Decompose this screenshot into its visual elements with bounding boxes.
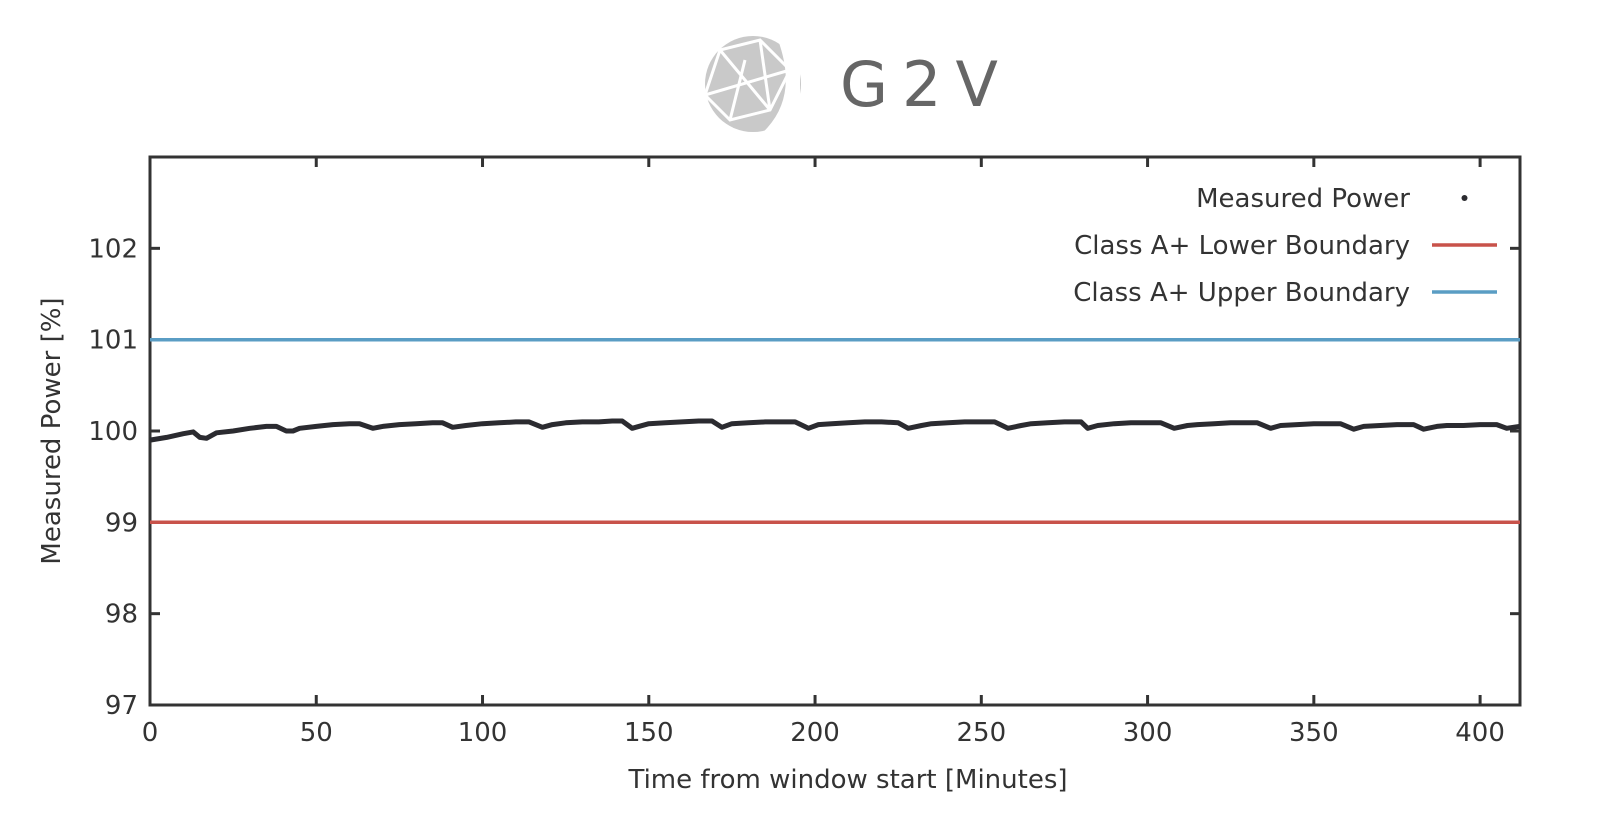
- x-axis-title: Time from window start [Minutes]: [627, 765, 1067, 795]
- x-axis: 0 50 100 150 200 250 300 350 400: [142, 157, 1505, 748]
- x-tick-label: 50: [300, 718, 333, 748]
- logo-sphere-icon: [703, 36, 801, 135]
- legend-label: Class A+ Upper Boundary: [1073, 278, 1410, 308]
- legend: Measured Power Class A+ Lower Boundary Cla…: [1073, 184, 1497, 308]
- y-axis-title: Measured Power [%]: [37, 297, 67, 564]
- x-tick-label: 400: [1455, 718, 1505, 748]
- x-tick-label: 350: [1289, 718, 1339, 748]
- x-tick-label: 300: [1123, 718, 1173, 748]
- y-tick-label: 97: [105, 691, 138, 721]
- x-tick-label: 100: [458, 718, 508, 748]
- y-tick-label: 99: [105, 508, 138, 538]
- x-tick-label: 150: [624, 718, 674, 748]
- legend-label: Class A+ Lower Boundary: [1074, 231, 1410, 261]
- y-axis: 97 98 99 100 101 102: [88, 234, 1520, 721]
- legend-label: Measured Power: [1196, 184, 1410, 214]
- logo: G2V: [703, 36, 1012, 135]
- y-tick-label: 101: [88, 326, 138, 356]
- y-tick-label: 100: [88, 417, 138, 447]
- x-tick-label: 200: [790, 718, 840, 748]
- series-line-measured-power: [149, 418, 1521, 443]
- x-tick-label: 0: [142, 718, 159, 748]
- y-tick-label: 102: [88, 234, 138, 264]
- legend-dot-marker: [1461, 195, 1468, 201]
- logo-text: G2V: [840, 48, 1012, 121]
- series-lines: [149, 337, 1521, 525]
- y-tick-label: 98: [105, 600, 138, 630]
- x-tick-label: 250: [956, 718, 1006, 748]
